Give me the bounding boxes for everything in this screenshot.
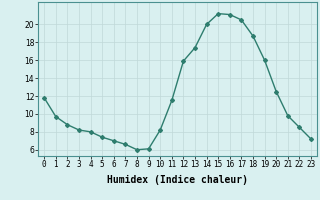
X-axis label: Humidex (Indice chaleur): Humidex (Indice chaleur) — [107, 175, 248, 185]
